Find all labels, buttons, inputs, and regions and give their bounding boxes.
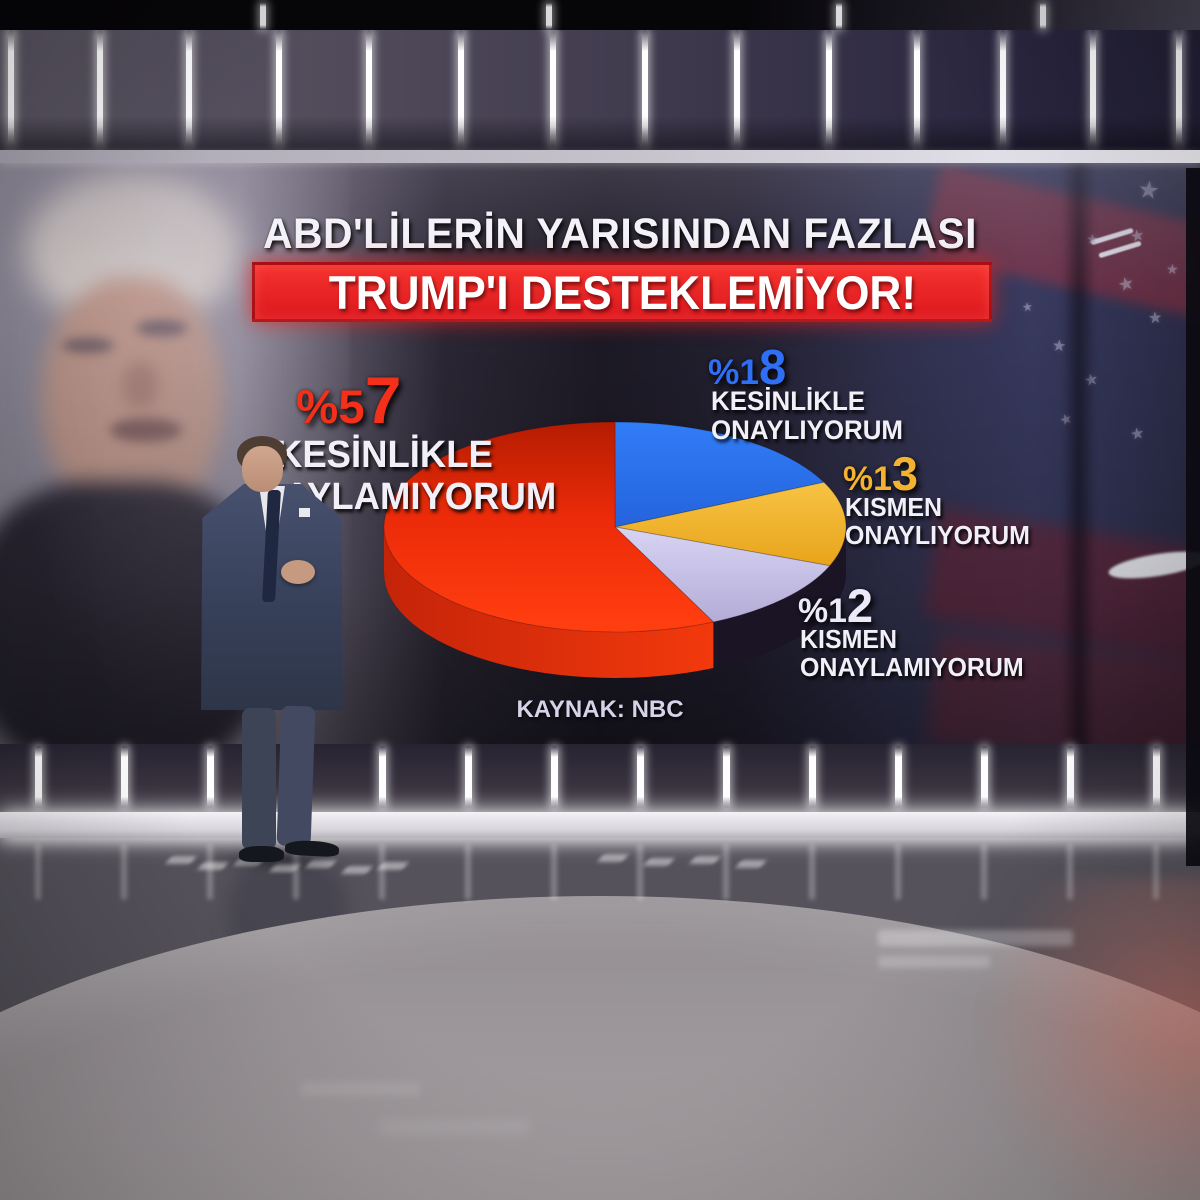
light-tube <box>8 30 14 148</box>
pie-label-12-line1: KISMEN <box>800 624 898 654</box>
presenter-leg <box>242 708 276 850</box>
light-tube <box>1000 30 1006 148</box>
light-tube-reflection <box>723 844 729 900</box>
floor-text-reflection <box>380 1120 530 1134</box>
light-tube <box>914 30 920 148</box>
floor-text-reflection <box>878 930 1073 946</box>
light-tube <box>723 746 730 808</box>
pie-label-pct-57: %57 <box>296 363 402 437</box>
floor-text-reflection <box>377 862 409 870</box>
light-tube-reflection <box>809 844 815 900</box>
floor-text-reflection <box>597 854 629 862</box>
presenter-leg <box>276 705 316 847</box>
light-tube <box>550 30 556 148</box>
presenter-hands <box>281 560 315 584</box>
banner-text: TRUMP'I DESTEKLEMİYOR! <box>328 265 916 319</box>
chart-source: KAYNAK: NBC <box>516 696 684 723</box>
headline-text: ABD'LİLERİN YARISINDAN FAZLASI <box>263 210 977 258</box>
light-tube <box>826 30 832 148</box>
light-tube-reflection <box>637 844 643 900</box>
banner-strip: TRUMP'I DESTEKLEMİYOR! <box>252 262 992 322</box>
trump-nose <box>122 362 158 408</box>
light-tube-reflection <box>981 844 987 900</box>
floor-text-reflection <box>689 856 721 864</box>
trump-mouth <box>110 418 182 442</box>
pie-chart <box>383 421 847 679</box>
light-tube <box>465 746 472 808</box>
light-tube-reflection <box>121 844 127 900</box>
wall-base-lights <box>0 744 1200 814</box>
pie-label-pct-18: %18 <box>708 341 787 395</box>
light-tube <box>981 746 988 808</box>
light-tube <box>551 746 558 808</box>
pie-label-pct-12: %12 <box>798 579 874 632</box>
floor-text-reflection <box>878 956 990 968</box>
light-tube-reflection <box>35 844 41 900</box>
light-tube <box>379 746 386 808</box>
light-tube <box>276 30 282 148</box>
light-tube <box>35 746 42 808</box>
light-tube-reflection <box>551 844 557 900</box>
presenter <box>195 422 359 872</box>
pie-label-pct-13: %13 <box>843 447 919 500</box>
wall-right-edge <box>1186 168 1200 866</box>
floor-glow-strip <box>0 812 1200 838</box>
light-tube-reflection <box>379 844 385 900</box>
light-tube <box>207 746 214 808</box>
floor-red-reflection <box>950 878 1200 1200</box>
light-tube <box>260 2 266 30</box>
light-tube-reflection <box>895 844 901 900</box>
light-tube <box>1040 2 1046 30</box>
presenter-pocket-square <box>299 508 310 517</box>
studio-floor <box>0 838 1200 1200</box>
light-tube-reflection <box>1153 844 1159 900</box>
light-tube <box>637 746 644 808</box>
light-tube <box>1067 746 1074 808</box>
floor-text-reflection <box>300 1082 420 1096</box>
floor-text-reflection <box>735 860 767 868</box>
video-wall-top-edge <box>0 150 1200 163</box>
light-tube <box>458 30 464 148</box>
light-tube <box>186 30 192 148</box>
light-tube-reflection <box>1067 844 1073 900</box>
light-tube <box>121 746 128 808</box>
light-tube-reflection <box>207 844 213 900</box>
light-tube <box>642 30 648 148</box>
light-tube <box>734 30 740 148</box>
pie-label-18-line1: KESİNLİKLE <box>711 386 866 416</box>
studio-ceiling-bar <box>0 0 1200 30</box>
presenter-face <box>242 446 283 492</box>
light-tube <box>97 30 103 148</box>
light-tube <box>366 30 372 148</box>
light-tube-reflection <box>465 844 471 900</box>
light-tube <box>546 2 552 30</box>
trump-eye <box>136 320 188 336</box>
pie-label-12-line2: ONAYLAMIYORUM <box>800 652 1024 682</box>
light-tube <box>1090 30 1096 148</box>
pie-label-13-line1: KISMEN <box>845 492 943 522</box>
light-tube <box>809 746 816 808</box>
video-wall: ★★★★★★★★★★★ ABD'LİLERİN YARISINDAN FAZLA… <box>0 162 1200 748</box>
light-tube <box>1153 746 1160 808</box>
pie-label-57-line1: KESİNLİKLE <box>276 434 493 476</box>
floor-text-reflection <box>165 856 197 864</box>
light-tube <box>836 2 842 30</box>
floor-text-reflection <box>643 858 675 866</box>
pie-label-18-line2: ONAYLIYORUM <box>711 415 904 445</box>
presenter-shoe <box>239 846 284 862</box>
light-tube-reflection <box>293 844 299 900</box>
light-tube <box>895 746 902 808</box>
pie-label-13-line2: ONAYLIYORUM <box>845 520 1030 550</box>
studio-ceiling-lights <box>0 30 1200 150</box>
wall-panel-seam <box>1062 162 1096 748</box>
light-tube <box>1176 30 1182 148</box>
trump-eye <box>62 338 114 353</box>
